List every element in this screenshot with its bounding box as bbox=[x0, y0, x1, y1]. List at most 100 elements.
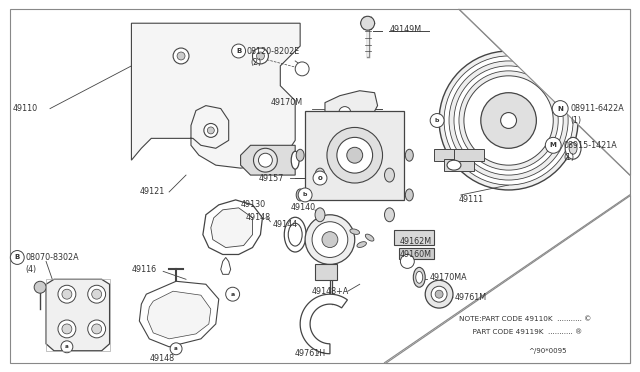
Text: 08911-6422A: 08911-6422A bbox=[570, 104, 624, 113]
Text: (4): (4) bbox=[25, 265, 36, 274]
Bar bbox=[305, 110, 404, 200]
Circle shape bbox=[34, 281, 46, 293]
Text: 49157: 49157 bbox=[259, 174, 284, 183]
Bar bbox=[399, 247, 434, 259]
Ellipse shape bbox=[405, 149, 413, 161]
Bar bbox=[394, 230, 434, 244]
Text: 49761M: 49761M bbox=[455, 293, 487, 302]
Circle shape bbox=[481, 93, 536, 148]
Text: 49148: 49148 bbox=[149, 354, 175, 363]
Polygon shape bbox=[459, 9, 630, 175]
Text: 49162M: 49162M bbox=[399, 237, 431, 246]
Circle shape bbox=[204, 124, 218, 137]
Circle shape bbox=[459, 71, 558, 170]
Circle shape bbox=[339, 107, 351, 119]
Circle shape bbox=[347, 147, 363, 163]
Circle shape bbox=[305, 215, 355, 264]
Circle shape bbox=[454, 66, 563, 175]
Circle shape bbox=[579, 82, 597, 100]
Circle shape bbox=[337, 137, 372, 173]
Text: 49149M: 49149M bbox=[390, 25, 422, 34]
Polygon shape bbox=[211, 208, 253, 247]
Text: 49130: 49130 bbox=[241, 201, 266, 209]
Circle shape bbox=[361, 16, 374, 30]
Text: 08070-8302A: 08070-8302A bbox=[25, 253, 79, 262]
Text: b: b bbox=[303, 192, 307, 198]
Circle shape bbox=[328, 166, 352, 190]
Circle shape bbox=[322, 232, 338, 247]
Text: N: N bbox=[557, 106, 563, 112]
Text: 49170M: 49170M bbox=[270, 98, 303, 107]
Circle shape bbox=[226, 287, 239, 301]
Bar bbox=[315, 264, 337, 280]
Text: ^/90*0095: ^/90*0095 bbox=[529, 348, 567, 354]
Ellipse shape bbox=[291, 151, 299, 169]
Ellipse shape bbox=[284, 217, 306, 252]
Polygon shape bbox=[221, 257, 230, 274]
Polygon shape bbox=[203, 200, 262, 254]
Circle shape bbox=[257, 52, 264, 60]
Text: 49170MA: 49170MA bbox=[429, 273, 467, 282]
Polygon shape bbox=[46, 279, 109, 351]
Text: 49111: 49111 bbox=[459, 195, 484, 204]
Text: 49121: 49121 bbox=[140, 187, 164, 196]
Ellipse shape bbox=[296, 189, 304, 201]
Circle shape bbox=[253, 148, 277, 172]
Text: 49116: 49116 bbox=[131, 265, 157, 274]
Ellipse shape bbox=[296, 149, 304, 161]
Bar bbox=[434, 149, 464, 161]
Circle shape bbox=[464, 76, 553, 165]
Ellipse shape bbox=[569, 142, 577, 154]
Polygon shape bbox=[325, 91, 378, 140]
Polygon shape bbox=[131, 23, 300, 168]
Text: 08120-8202E: 08120-8202E bbox=[246, 46, 300, 55]
Circle shape bbox=[545, 137, 561, 153]
Circle shape bbox=[170, 343, 182, 355]
Circle shape bbox=[552, 101, 568, 116]
Circle shape bbox=[92, 289, 102, 299]
Text: 49761H: 49761H bbox=[294, 349, 325, 358]
Ellipse shape bbox=[447, 160, 461, 170]
Text: NOTE:PART CODE 49110K  ........... ©: NOTE:PART CODE 49110K ........... © bbox=[459, 316, 591, 322]
Bar bbox=[444, 159, 474, 171]
Text: a: a bbox=[230, 292, 235, 297]
Ellipse shape bbox=[315, 168, 325, 182]
Circle shape bbox=[435, 290, 443, 298]
Circle shape bbox=[444, 56, 573, 185]
Text: (2): (2) bbox=[250, 58, 262, 67]
Circle shape bbox=[313, 171, 327, 185]
Polygon shape bbox=[300, 294, 348, 354]
Circle shape bbox=[259, 153, 273, 167]
Ellipse shape bbox=[357, 242, 367, 247]
Circle shape bbox=[298, 188, 312, 202]
Circle shape bbox=[10, 250, 24, 264]
Circle shape bbox=[583, 86, 593, 96]
Circle shape bbox=[92, 324, 102, 334]
Circle shape bbox=[58, 320, 76, 338]
Circle shape bbox=[232, 44, 246, 58]
Bar bbox=[46, 279, 109, 351]
Circle shape bbox=[61, 341, 73, 353]
Ellipse shape bbox=[315, 208, 325, 222]
Ellipse shape bbox=[365, 234, 374, 241]
Ellipse shape bbox=[385, 208, 394, 222]
Circle shape bbox=[62, 289, 72, 299]
Circle shape bbox=[401, 254, 414, 268]
Text: 49160M: 49160M bbox=[399, 250, 431, 259]
Ellipse shape bbox=[288, 223, 302, 246]
Ellipse shape bbox=[416, 271, 423, 283]
Circle shape bbox=[332, 170, 348, 186]
Ellipse shape bbox=[385, 168, 394, 182]
Text: M: M bbox=[550, 142, 557, 148]
Ellipse shape bbox=[405, 189, 413, 201]
Circle shape bbox=[439, 51, 578, 190]
Circle shape bbox=[327, 128, 383, 183]
Circle shape bbox=[173, 48, 189, 64]
Text: a: a bbox=[65, 344, 68, 349]
Text: (1): (1) bbox=[563, 153, 574, 162]
Text: B: B bbox=[15, 254, 20, 260]
Text: 49140: 49140 bbox=[290, 203, 316, 212]
Ellipse shape bbox=[413, 267, 425, 287]
Ellipse shape bbox=[565, 137, 581, 159]
Text: 49148+A: 49148+A bbox=[312, 287, 349, 296]
